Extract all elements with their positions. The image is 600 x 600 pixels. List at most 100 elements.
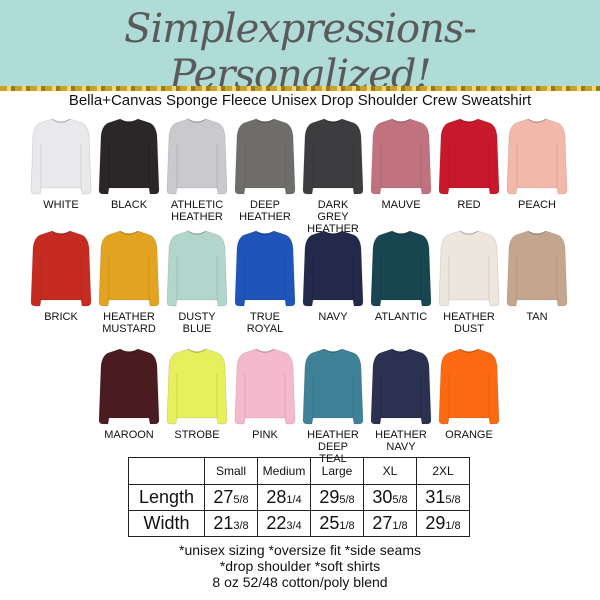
- color-name-label: ATLANTIC: [374, 311, 428, 323]
- color-name-label: DEEP HEATHER: [239, 199, 291, 223]
- sweatshirt-icon: [30, 118, 92, 195]
- color-name-label: HEATHER NAVY: [375, 429, 427, 453]
- color-name-label: DARK GREY HEATHER: [307, 199, 359, 235]
- measurement-value: 223/4: [257, 510, 311, 537]
- sweatshirt-icon: [166, 348, 228, 425]
- product-title: Bella+Canvas Sponge Fleece Unisex Drop S…: [68, 92, 532, 109]
- value-fraction: 3/8: [233, 520, 249, 532]
- value-whole: 29: [425, 513, 446, 533]
- color-name-label: PINK: [252, 429, 278, 441]
- color-swatch: NAVY: [299, 228, 367, 323]
- brand-logo-text: Simplexpressions- Personalized!: [124, 6, 477, 98]
- value-whole: 31: [425, 487, 446, 507]
- value-fraction: 1/8: [445, 520, 461, 532]
- color-swatch: MAROON: [95, 346, 163, 441]
- color-swatch: TAN: [503, 228, 571, 323]
- sweatshirt-icon: [370, 230, 432, 307]
- color-name-label: HEATHER DUST: [443, 311, 495, 335]
- color-swatch: STROBE: [163, 346, 231, 441]
- color-swatch: DEEP HEATHER: [231, 116, 299, 223]
- color-swatch: HEATHER MUSTARD: [95, 228, 163, 335]
- color-name-label: NAVY: [318, 311, 348, 323]
- color-swatch: HEATHER NAVY: [367, 346, 435, 453]
- size-column-header: Small: [204, 457, 258, 485]
- note-line: *drop shoulder *soft shirts: [219, 558, 381, 574]
- value-fraction: 5/8: [233, 494, 249, 506]
- size-column-header: 2XL: [416, 457, 470, 485]
- value-whole: 27: [372, 513, 393, 533]
- size-row-length: Length 275/8 281/4 295/8 305/8 315/8: [128, 484, 470, 511]
- value-whole: 27: [213, 487, 234, 507]
- measurement-value: 315/8: [416, 484, 470, 511]
- sweatshirt-icon: [166, 230, 228, 307]
- value-fraction: 5/8: [392, 494, 408, 506]
- color-swatch: WHITE: [27, 116, 95, 211]
- color-name-label: MAUVE: [381, 199, 421, 211]
- value-whole: 30: [372, 487, 393, 507]
- color-swatch: ATHLETIC HEATHER: [163, 116, 231, 223]
- value-whole: 25: [319, 513, 340, 533]
- value-fraction: 5/8: [445, 494, 461, 506]
- sweatshirt-icon: [506, 230, 568, 307]
- sweatshirt-icon: [234, 230, 296, 307]
- measurement-value: 305/8: [363, 484, 417, 511]
- color-name-label: BLACK: [110, 199, 148, 211]
- sweatshirt-icon: [98, 118, 160, 195]
- size-column-header: [128, 457, 205, 485]
- sweatshirt-icon: [370, 118, 432, 195]
- color-name-label: RED: [457, 199, 481, 211]
- color-swatch: PEACH: [503, 116, 571, 211]
- sweatshirt-icon: [438, 118, 500, 195]
- color-swatch: RED: [435, 116, 503, 211]
- measurement-value: 251/8: [310, 510, 364, 537]
- sweatshirt-icon: [438, 348, 500, 425]
- sweatshirt-icon: [506, 118, 568, 195]
- color-swatch: BLACK: [95, 116, 163, 211]
- value-fraction: 5/8: [339, 494, 355, 506]
- color-name-label: MAROON: [104, 429, 154, 441]
- color-name-label: PEACH: [518, 199, 556, 211]
- sweatshirt-icon: [166, 118, 228, 195]
- color-swatch: ATLANTIC: [367, 228, 435, 323]
- value-whole: 22: [266, 513, 287, 533]
- color-name-label: WHITE: [43, 199, 79, 211]
- color-name-label: ATHLETIC HEATHER: [170, 199, 224, 223]
- sweatshirt-icon: [438, 230, 500, 307]
- product-notes: *unisex sizing *oversize fit *side seams…: [0, 542, 600, 590]
- value-whole: 21: [213, 513, 234, 533]
- color-swatch: DARK GREY HEATHER: [299, 116, 367, 235]
- color-swatch: HEATHER DEEP TEAL: [299, 346, 367, 465]
- color-name-label: BRICK: [44, 311, 78, 323]
- sweatshirt-icon: [234, 348, 296, 425]
- measurement-value: 275/8: [204, 484, 258, 511]
- sweatshirt-icon: [98, 230, 160, 307]
- value-fraction: 1/4: [286, 494, 302, 506]
- value-whole: 29: [319, 487, 340, 507]
- value-whole: 28: [266, 487, 287, 507]
- color-swatch: PINK: [231, 346, 299, 441]
- sweatshirt-icon: [302, 230, 364, 307]
- color-swatch: BRICK: [27, 228, 95, 323]
- sweatshirt-icon: [234, 118, 296, 195]
- measurement-label: Length: [128, 484, 205, 511]
- value-fraction: 3/4: [286, 520, 302, 532]
- measurement-value: 291/8: [416, 510, 470, 537]
- color-name-label: STROBE: [174, 429, 220, 441]
- header-banner: Simplexpressions- Personalized!: [0, 0, 600, 98]
- size-column-header: XL: [363, 457, 417, 485]
- value-fraction: 1/8: [392, 520, 408, 532]
- size-chart-table: Small Medium Large XL 2XL Length 275/8 281/4 29…: [128, 457, 470, 537]
- note-line: *unisex sizing *oversize fit *side seams: [179, 542, 421, 558]
- color-name-label: DUSTY BLUE: [178, 311, 216, 335]
- measurement-value: 213/8: [204, 510, 258, 537]
- color-name-label: ORANGE: [445, 429, 493, 441]
- note-line: 8 oz 52/48 cotton/poly blend: [212, 574, 388, 590]
- gold-glitter-divider: [0, 86, 600, 91]
- measurement-label: Width: [128, 510, 205, 537]
- color-swatch: TRUE ROYAL: [231, 228, 299, 335]
- color-swatch: ORANGE: [435, 346, 503, 441]
- measurement-value: 295/8: [310, 484, 364, 511]
- size-column-header: Large: [310, 457, 364, 485]
- color-name-label: TRUE ROYAL: [246, 311, 284, 335]
- measurement-value: 281/4: [257, 484, 311, 511]
